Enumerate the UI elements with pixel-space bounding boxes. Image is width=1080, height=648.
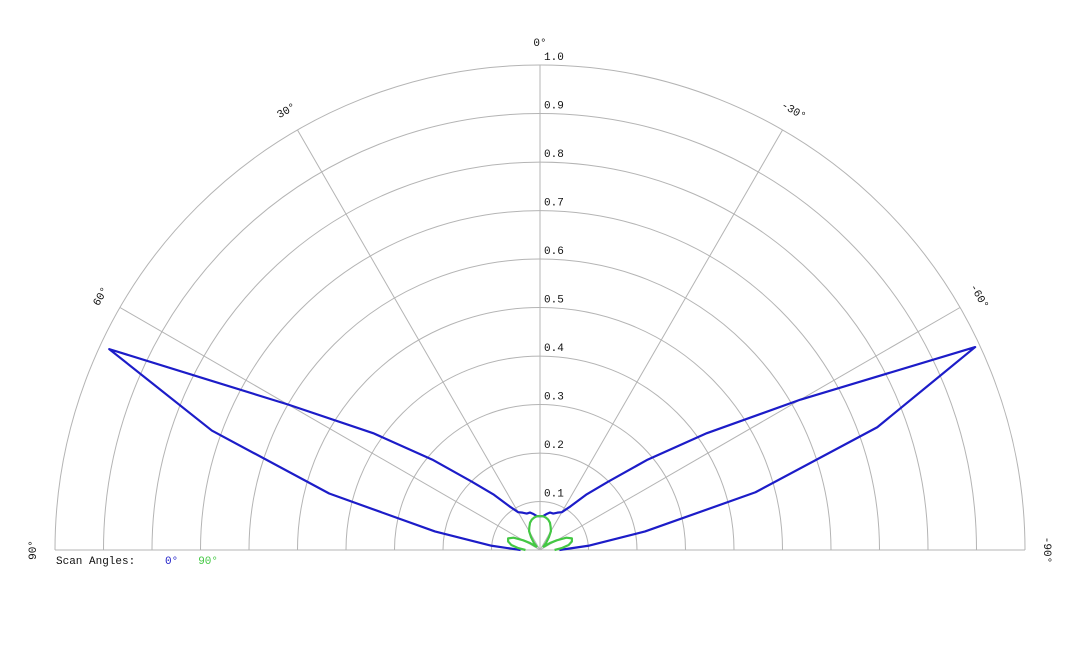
r-tick-label: 0.1 (544, 488, 564, 500)
theta-tick-label: 30° (275, 102, 298, 122)
grid-spoke (297, 129, 541, 551)
grid-spoke (539, 129, 783, 551)
theta-tick-label: -90° (1040, 537, 1052, 563)
r-tick-label: 0.7 (544, 197, 564, 209)
theta-tick-label: -30° (779, 100, 808, 124)
theta-tick-label: 0° (533, 38, 546, 50)
theta-tick-label: 60° (92, 285, 112, 308)
series-line (108, 345, 977, 552)
r-tick-label: 0.2 (544, 440, 564, 452)
legend-title: Scan Angles: (56, 556, 135, 568)
r-tick-label: 0.8 (544, 149, 564, 161)
series-line (507, 514, 573, 552)
r-tick-label: 0.3 (544, 391, 564, 403)
theta-tick-label: 90° (28, 540, 40, 560)
r-tick-label: 0.5 (544, 294, 564, 306)
r-tick-label: 0.6 (544, 246, 564, 258)
theta-tick-label: -60° (966, 283, 990, 312)
grid-spoke (539, 307, 961, 551)
r-tick-label: 0.9 (544, 100, 564, 112)
r-tick-label: 0.4 (544, 343, 564, 355)
r-tick-label: 1.0 (544, 52, 564, 64)
legend-entry: 0° (165, 556, 178, 568)
grid-spoke (119, 307, 541, 551)
legend-entry: 90° (198, 556, 218, 568)
